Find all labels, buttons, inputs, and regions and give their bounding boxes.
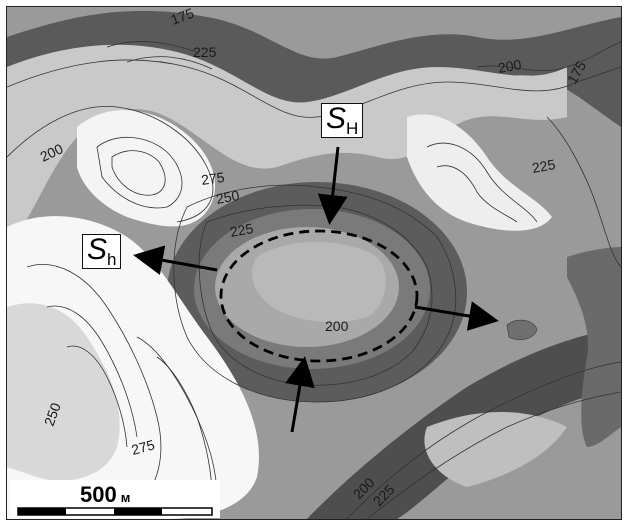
terrace-band-north	[7, 44, 567, 248]
contour-label-225-bowl: 225	[229, 220, 255, 240]
small-depression-east	[506, 319, 538, 341]
scale-bar-graphic	[17, 507, 213, 516]
callout-s-upper-main: S	[326, 102, 347, 135]
topographic-map: 175 175 225 200 200 275 250 225 225 200 …	[6, 6, 622, 520]
callout-s-lower-sub: h	[107, 250, 117, 269]
callout-s-upper: SH	[321, 102, 364, 138]
callout-s-lower-main: S	[87, 233, 108, 266]
contour-map-svg: 175 175 225 200 200 275 250 225 225 200 …	[7, 7, 621, 519]
scale-bar-label: 500 м	[80, 482, 130, 508]
study-area-ellipse	[219, 229, 419, 363]
slope-east	[567, 247, 621, 447]
contour-label-250-west: 250	[41, 400, 64, 428]
arrow-outward-east	[414, 301, 499, 331]
scale-bar-value: 500	[80, 482, 117, 507]
plateau-west-lower	[7, 303, 120, 481]
scale-bar: 500 м	[10, 480, 220, 518]
contour-label-225-north: 225	[193, 44, 217, 60]
plateau-ne	[407, 114, 552, 231]
callout-s-upper-sub: H	[346, 119, 359, 138]
contour-label-225-east: 225	[531, 156, 557, 176]
contour-label-200-bowl: 200	[325, 318, 349, 334]
arrow-into-ellipse-south	[285, 356, 315, 433]
terrace-se	[424, 412, 567, 487]
contour-label-250-north: 250	[215, 187, 241, 207]
callout-s-lower: Sh	[82, 233, 122, 269]
arrow-into-ellipse-north	[317, 146, 348, 225]
contour-lines	[7, 41, 621, 519]
scale-bar-unit: м	[120, 490, 131, 505]
bowl-center	[252, 242, 386, 323]
contour-label-275-south: 275	[130, 436, 157, 458]
arrow-outward-west	[133, 245, 218, 276]
contour-label-200-northeast: 200	[497, 56, 523, 76]
contour-label-275-north: 275	[200, 169, 226, 188]
